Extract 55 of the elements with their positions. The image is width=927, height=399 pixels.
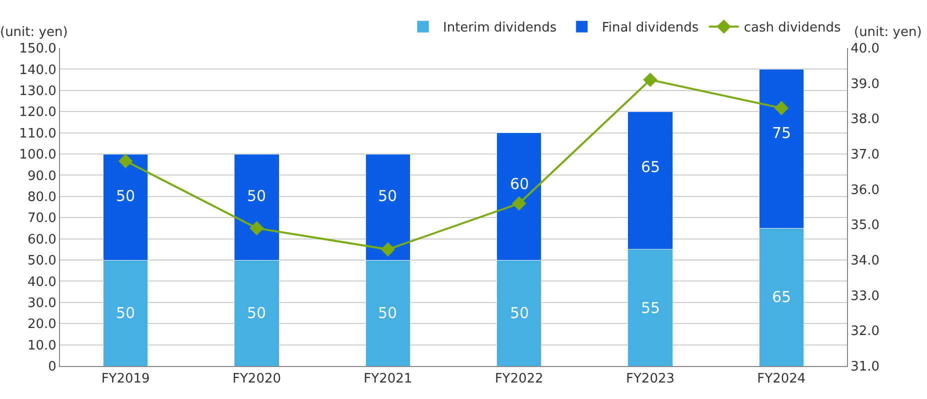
legend-label: Final dividends <box>602 20 699 36</box>
point <box>512 196 526 211</box>
data-label: 60 <box>510 175 530 193</box>
y2-tick-label: 36.0 <box>850 182 880 198</box>
data-label: 50 <box>247 304 266 322</box>
point <box>774 100 789 116</box>
x-tick-label: FY2024 <box>757 372 806 387</box>
legend-label: cash dividends <box>744 20 842 36</box>
y-tick-label: 100.0 <box>19 148 56 163</box>
y-tick-label: 0 <box>48 360 56 375</box>
data-label: 75 <box>772 124 792 142</box>
y-tick-label: 110.0 <box>19 126 56 142</box>
y-tick-label: 70.0 <box>27 211 56 226</box>
y-tick-label: 30.0 <box>27 296 56 311</box>
y-tick-label: 140.0 <box>19 62 56 78</box>
point <box>118 154 133 168</box>
y-tick-label: 130.0 <box>19 84 56 99</box>
y2-tick-label: 34.0 <box>850 254 880 269</box>
point <box>250 221 264 236</box>
data-label: 50 <box>378 304 398 322</box>
data-label: 55 <box>641 299 660 317</box>
y-tick-label: 20.0 <box>27 317 56 332</box>
y2-tick-label: 35.0 <box>850 218 880 234</box>
y-tick-label: 10.0 <box>27 338 56 354</box>
y2-tick-label: 37.0 <box>850 148 880 163</box>
data-label: 50 <box>247 187 266 205</box>
y2-tick-label: 32.0 <box>850 324 880 340</box>
x-tick-label: FY2023 <box>626 372 675 387</box>
x-tick-label: FY2021 <box>364 372 412 387</box>
data-label: 50 <box>510 304 530 322</box>
y-tick-label: 90.0 <box>27 168 56 184</box>
y-tick-label: 60.0 <box>27 232 56 248</box>
x-tick-label: FY2020 <box>232 372 282 387</box>
data-label: 65 <box>641 158 660 176</box>
y2-axis-title: (unit: yen) <box>854 25 922 40</box>
y-tick-label: 40.0 <box>27 274 56 290</box>
y-tick-label: 120.0 <box>19 105 56 120</box>
x-tick-label: FY2022 <box>494 372 544 387</box>
data-label: 50 <box>116 187 136 205</box>
y2-tick-label: 33.0 <box>850 288 880 304</box>
y2-tick-label: 39.0 <box>850 76 880 92</box>
data-label: 50 <box>378 187 398 205</box>
y2-tick-label: 40.0 <box>850 42 880 57</box>
data-label: 50 <box>116 304 136 322</box>
y-tick-label: 80.0 <box>27 190 56 205</box>
y-tick-label: 150.0 <box>19 42 56 57</box>
legend-label: Interim dividends <box>443 20 557 36</box>
point <box>380 242 396 257</box>
y2-tick-label: 38.0 <box>850 112 880 128</box>
x-tick-label: FY2019 <box>101 372 150 387</box>
y-axis-title: (unit: yen) <box>0 25 68 40</box>
data-label: 65 <box>772 288 792 306</box>
point <box>643 72 658 87</box>
y2-tick-label: 31.0 <box>850 360 880 375</box>
y-tick-label: 50.0 <box>27 254 56 269</box>
